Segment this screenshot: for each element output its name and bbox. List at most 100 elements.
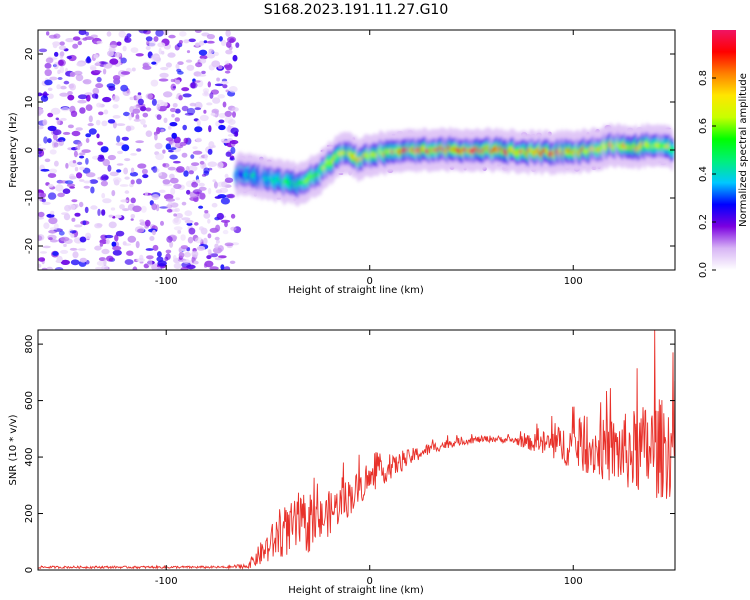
noise-speck (186, 64, 195, 71)
noise-speck (126, 33, 132, 38)
noise-speck (186, 50, 191, 54)
noise-speck (73, 70, 83, 76)
noise-speck (199, 160, 205, 165)
noise-speck (42, 245, 51, 249)
noise-speck (96, 76, 102, 83)
noise-speck (171, 113, 175, 118)
noise-speck (181, 201, 187, 206)
noise-speck (229, 38, 235, 44)
noise-speck (63, 80, 70, 85)
noise-speck (165, 249, 172, 254)
noise-speck (178, 252, 185, 259)
noise-speck (159, 72, 169, 78)
colorbar-tick-label: 0.2 (698, 214, 709, 230)
noise-speck (175, 142, 180, 148)
noise-speck (222, 84, 228, 89)
noise-speck (90, 66, 97, 71)
noise-speck (166, 208, 173, 213)
noise-speck (38, 92, 43, 97)
noise-speck (169, 173, 175, 180)
noise-speck (168, 201, 173, 206)
noise-speck (77, 141, 83, 147)
noise-speck (47, 173, 57, 178)
noise-speck (49, 239, 59, 243)
noise-speck (66, 183, 76, 188)
noise-speck (194, 107, 202, 111)
noise-speck (60, 259, 70, 265)
x-tick-label: 100 (564, 576, 583, 587)
noise-speck (191, 181, 199, 188)
noise-speck (79, 236, 87, 243)
noise-speck (101, 192, 106, 199)
y-tick-label: -20 (24, 238, 35, 254)
noise-speck (208, 48, 214, 54)
noise-speck (54, 51, 59, 57)
noise-speck (90, 34, 98, 38)
noise-speck (109, 171, 119, 177)
noise-speck (145, 248, 154, 251)
noise-speck (48, 34, 58, 39)
noise-speck (39, 93, 50, 96)
noise-speck (38, 263, 42, 268)
noise-speck (125, 125, 132, 132)
noise-speck (214, 243, 219, 249)
signal-ridge (233, 122, 675, 207)
noise-speck (182, 93, 192, 98)
noise-speck (175, 79, 181, 85)
noise-speck (82, 220, 87, 226)
noise-speck (85, 31, 89, 36)
figure-title: S168.2023.191.11.27.G10 (264, 2, 449, 18)
noise-speck (124, 37, 132, 43)
noise-speck (137, 98, 144, 106)
noise-speck (198, 40, 205, 46)
noise-speck (222, 101, 227, 108)
noise-speck (93, 40, 97, 44)
noise-speck (95, 119, 101, 126)
noise-speck (178, 247, 182, 254)
spectrogram-ylabel: Frequency (Hz) (8, 112, 19, 188)
noise-speck (54, 267, 64, 270)
noise-speck (56, 138, 63, 143)
noise-speck (57, 69, 61, 75)
noise-speck (108, 85, 116, 91)
noise-speck (227, 119, 236, 125)
noise-speck (225, 49, 233, 55)
noise-speck (120, 71, 131, 75)
noise-speck (199, 114, 209, 122)
noise-speck (70, 233, 75, 238)
noise-speck (217, 94, 225, 99)
x-tick-label: -100 (155, 276, 178, 287)
colorbar-tick-label: 0.6 (698, 118, 709, 134)
noise-speck (129, 96, 135, 101)
noise-speck (49, 149, 57, 155)
noise-speck (211, 108, 220, 114)
noise-speck (157, 251, 162, 258)
noise-speck (170, 187, 176, 195)
noise-speck (230, 146, 236, 154)
noise-speck (72, 251, 79, 259)
noise-speck (221, 140, 231, 144)
noise-speck (142, 174, 149, 179)
noise-speck (178, 40, 183, 44)
noise-speck (126, 250, 134, 256)
noise-speck (75, 127, 83, 131)
noise-speck (40, 192, 47, 198)
noise-speck (151, 61, 157, 65)
noise-speck (177, 70, 184, 75)
noise-speck (165, 62, 172, 68)
noise-speck (50, 107, 61, 115)
noise-speck (39, 251, 48, 254)
noise-speck (96, 260, 105, 266)
noise-speck (189, 102, 197, 107)
noise-speck (151, 98, 157, 106)
noise-speck (199, 55, 208, 60)
colorbar-label: Normalized spectral amplitude (738, 73, 749, 227)
noise-speck (38, 235, 43, 241)
noise-speck (107, 164, 112, 172)
noise-speck (72, 160, 77, 164)
noise-speck (107, 50, 114, 57)
noise-speck (207, 249, 212, 254)
y-tick-label: 800 (24, 335, 35, 354)
noise-speck (120, 57, 127, 64)
noise-speck (124, 190, 130, 194)
